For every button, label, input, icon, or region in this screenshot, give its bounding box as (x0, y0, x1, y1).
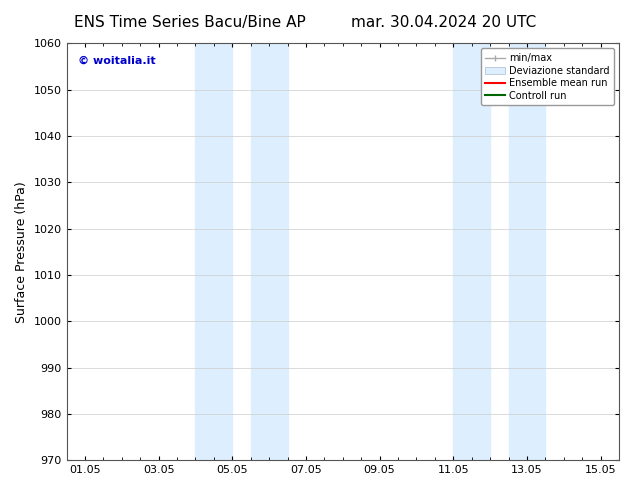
Bar (250, 44, 288, 460)
Y-axis label: Surface Pressure (hPa): Surface Pressure (hPa) (15, 181, 28, 323)
Text: © woitalia.it: © woitalia.it (77, 56, 155, 66)
Bar (453, 44, 490, 460)
Bar (195, 44, 232, 460)
Text: ENS Time Series Bacu/Bine AP: ENS Time Series Bacu/Bine AP (74, 15, 306, 30)
Legend: min/max, Deviazione standard, Ensemble mean run, Controll run: min/max, Deviazione standard, Ensemble m… (481, 49, 614, 105)
Text: mar. 30.04.2024 20 UTC: mar. 30.04.2024 20 UTC (351, 15, 536, 30)
Bar (508, 44, 545, 460)
